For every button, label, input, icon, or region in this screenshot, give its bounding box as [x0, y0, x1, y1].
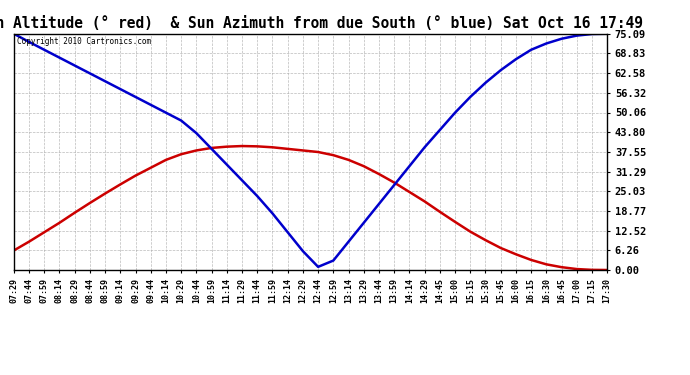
Text: Copyright 2010 Cartronics.com: Copyright 2010 Cartronics.com — [17, 37, 151, 46]
Title: Sun Altitude (° red)  & Sun Azimuth from due South (° blue) Sat Oct 16 17:49: Sun Altitude (° red) & Sun Azimuth from … — [0, 16, 643, 31]
